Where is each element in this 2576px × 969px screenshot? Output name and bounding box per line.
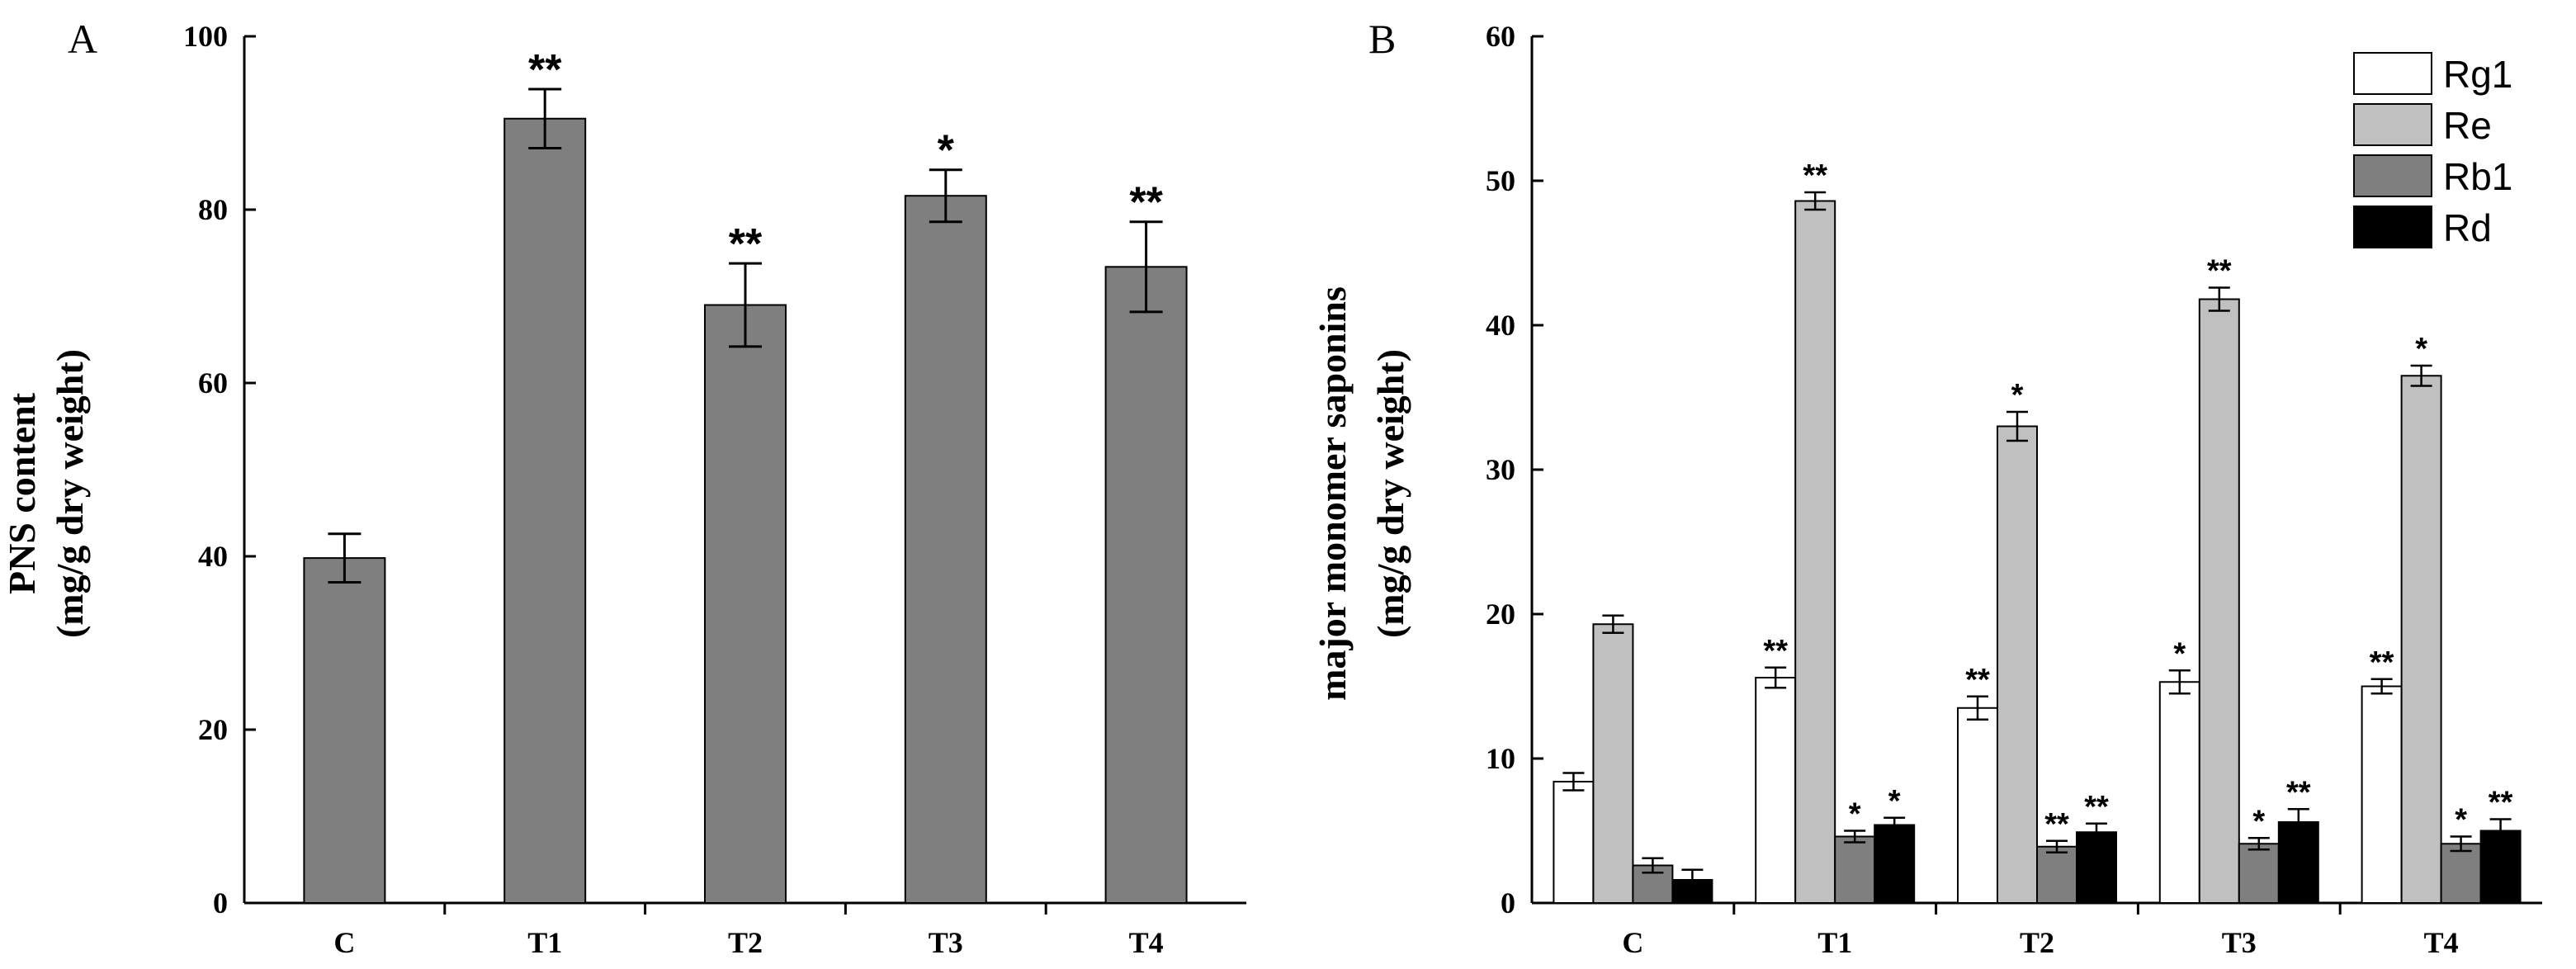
bar-re bbox=[1794, 200, 1836, 904]
panel-a-letter: A bbox=[68, 16, 97, 62]
y-tick-label: 10 bbox=[1486, 742, 1515, 775]
x-tick-label: T2 bbox=[2020, 926, 2054, 959]
legend-swatch-rb1 bbox=[2353, 154, 2432, 197]
panel-a-chart: A PNS content (mg/g dry weight) 0 20 40 60 8… bbox=[1, 16, 1246, 959]
x-tick-label: T3 bbox=[2222, 926, 2257, 959]
x-tick-label: T1 bbox=[1817, 926, 1852, 959]
significance-label: ** bbox=[2286, 775, 2311, 810]
panel-a-ylabel-line1: PNS content bbox=[1, 392, 43, 594]
x-tick-label: T2 bbox=[728, 926, 763, 959]
significance-label: ** bbox=[2207, 254, 2232, 289]
panel-a-ylabel-line2: (mg/g dry weight) bbox=[49, 349, 91, 638]
significance-label: * bbox=[2455, 803, 2467, 838]
bar-rg1 bbox=[1957, 707, 1998, 904]
y-tick-label: 40 bbox=[1486, 309, 1515, 342]
legend-label-rb1: Rb1 bbox=[2443, 155, 2512, 198]
bar-re bbox=[2198, 298, 2240, 904]
y-tick-label: 0 bbox=[1501, 886, 1515, 919]
y-tick-label: 60 bbox=[1486, 20, 1515, 53]
x-tick-label: T4 bbox=[2424, 926, 2459, 959]
y-tick-label: 50 bbox=[1486, 164, 1515, 197]
legend-swatch-rd bbox=[2353, 206, 2432, 248]
y-tick-label: 60 bbox=[198, 366, 228, 399]
significance-label: ** bbox=[1803, 158, 1827, 193]
legend: Rg1 Re Rb1 Rd bbox=[2353, 52, 2512, 249]
bar-rd bbox=[2076, 831, 2117, 904]
panel-b-ylabel-line1: major monomer saponins bbox=[1312, 286, 1354, 701]
y-tick-label: 100 bbox=[183, 20, 228, 53]
bar-re bbox=[2400, 375, 2442, 904]
significance-label: ** bbox=[2084, 790, 2109, 825]
panel-b-ylabel-line2: (mg/g dry weight) bbox=[1369, 349, 1411, 638]
bar-rb1 bbox=[2238, 843, 2280, 904]
bar-re bbox=[1592, 623, 1634, 904]
legend-label-rg1: Rg1 bbox=[2443, 53, 2512, 96]
y-tick-label: 30 bbox=[1486, 453, 1515, 486]
significance-label: ** bbox=[729, 220, 763, 268]
panel-b-letter: B bbox=[1368, 16, 1396, 62]
bar-rb1 bbox=[2036, 845, 2077, 904]
bar-rg1 bbox=[1553, 781, 1595, 904]
x-tick-label: T1 bbox=[527, 926, 562, 959]
bar-rg1 bbox=[2158, 681, 2200, 904]
significance-label: * bbox=[2415, 332, 2427, 366]
significance-label: * bbox=[2173, 636, 2186, 671]
significance-label: ** bbox=[2489, 786, 2513, 820]
bar-rb1 bbox=[1834, 835, 1876, 904]
legend-label-re: Re bbox=[2443, 104, 2492, 147]
bar-rg1 bbox=[2361, 685, 2403, 904]
x-tick-label: C bbox=[1622, 926, 1643, 959]
significance-label: * bbox=[1888, 784, 1901, 819]
significance-label: ** bbox=[2044, 807, 2069, 842]
y-tick-label: 40 bbox=[198, 540, 228, 573]
bar-rg1 bbox=[1755, 677, 1797, 904]
bar-re bbox=[1997, 425, 2038, 904]
y-tick-label: 0 bbox=[213, 886, 228, 919]
y-tick-label: 20 bbox=[1486, 598, 1515, 631]
significance-label: ** bbox=[528, 46, 562, 94]
bar bbox=[303, 557, 386, 904]
bar bbox=[704, 304, 787, 904]
bar-rd bbox=[2479, 830, 2522, 904]
significance-label: * bbox=[2011, 378, 2024, 413]
significance-label: ** bbox=[1129, 179, 1163, 227]
significance-label: ** bbox=[1763, 634, 1788, 669]
legend-label-rd: Rd bbox=[2443, 206, 2492, 249]
legend-swatch-re bbox=[2353, 103, 2432, 146]
x-tick-label: T4 bbox=[1129, 926, 1164, 959]
bar-rd bbox=[1874, 824, 1916, 904]
legend-swatch-rg1 bbox=[2353, 52, 2432, 95]
bar bbox=[1104, 266, 1188, 904]
x-tick-label: C bbox=[333, 926, 355, 959]
panel-b-chart: B major monomer saponins (mg/g dry weigh… bbox=[1312, 16, 2542, 959]
x-tick-label: T3 bbox=[929, 926, 963, 959]
significance-label: * bbox=[2252, 804, 2265, 839]
bar bbox=[904, 195, 987, 904]
bar bbox=[503, 117, 587, 904]
y-tick-label: 80 bbox=[198, 193, 228, 226]
significance-label: * bbox=[938, 127, 955, 175]
y-tick-label: 20 bbox=[198, 713, 228, 746]
significance-label: * bbox=[1849, 797, 1861, 832]
significance-label: ** bbox=[2370, 645, 2394, 680]
bar-rb1 bbox=[2440, 843, 2482, 904]
significance-label: ** bbox=[1965, 663, 1990, 697]
